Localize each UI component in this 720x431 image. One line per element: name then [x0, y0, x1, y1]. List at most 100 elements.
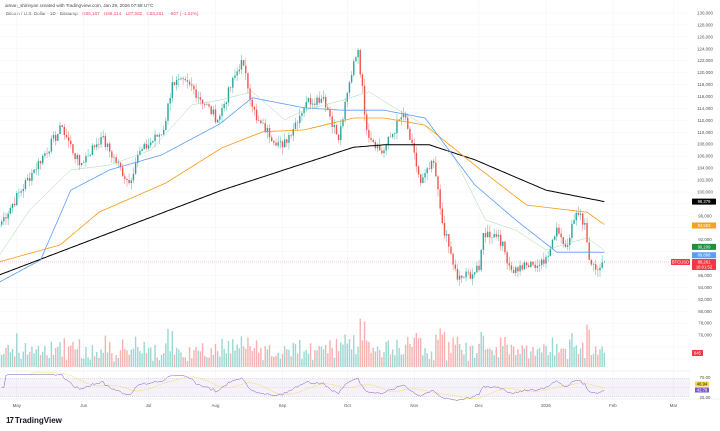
volume-bar [368, 341, 370, 367]
volume-bar [158, 360, 161, 367]
volume-bar [93, 356, 96, 367]
price-axis-label: 106,000 [697, 154, 713, 159]
volume-bar [20, 358, 22, 367]
volume-bar [186, 360, 189, 367]
candle-body [275, 142, 277, 146]
candle-body [162, 129, 165, 135]
volume-bar [560, 348, 562, 367]
volume-bar [44, 345, 46, 367]
rsi-tag: 42.78 [697, 387, 708, 392]
candle-body [152, 141, 154, 143]
volume-bar [532, 346, 534, 367]
volume-bar [547, 355, 549, 367]
volume-bar [199, 351, 202, 367]
rsi-ma-tag: 46.94 [697, 381, 708, 386]
volume-bar [346, 343, 348, 367]
candle-body [100, 137, 102, 145]
volume-bar [389, 354, 392, 367]
candle-body [495, 234, 498, 237]
ma-orange-value-tag: 94,553 [698, 223, 711, 228]
volume-bar [523, 348, 526, 367]
candle-body [111, 151, 113, 158]
price-axis-label: 126,000 [697, 34, 713, 39]
candle-body [210, 106, 212, 115]
candle-body [538, 264, 541, 266]
volume-bar [437, 339, 439, 367]
candle-body [366, 114, 368, 130]
candle-body [195, 89, 197, 98]
volume-bar [480, 331, 482, 367]
candle-body [528, 265, 530, 267]
volume-bar [145, 353, 148, 367]
ma-black-value-tag: 98,379 [698, 199, 711, 204]
volume-bar [439, 328, 441, 367]
candle-body [264, 123, 266, 133]
volume-bar [474, 358, 476, 367]
volume-bar [303, 351, 305, 367]
volume-bar [366, 340, 368, 367]
volume-bar [13, 356, 16, 367]
volume-bar [78, 339, 81, 367]
candle-body [180, 78, 182, 80]
candle-body [143, 143, 145, 150]
candle-body [115, 157, 117, 163]
volume-bar [428, 359, 431, 367]
candle-body [145, 143, 148, 149]
volume-bar [0, 355, 3, 367]
volume-bar [201, 343, 204, 367]
candle-body [169, 98, 171, 104]
candle-body [348, 82, 351, 93]
candle-body [560, 233, 562, 238]
candle-body [147, 145, 150, 149]
candle-body [359, 49, 361, 75]
volume-bar [312, 359, 314, 367]
volume-bar [499, 337, 502, 367]
volume-bar [441, 334, 444, 367]
candle-body [137, 154, 139, 163]
volume-bar [545, 345, 547, 367]
volume-bar [335, 338, 338, 367]
candle-body [197, 97, 199, 98]
candle-body [288, 134, 290, 143]
volume-bar [132, 348, 135, 367]
price-axis-label: 116,000 [697, 94, 713, 99]
volume-bar [85, 346, 87, 367]
candle-body [204, 103, 206, 105]
candle-body [404, 113, 407, 118]
candle-body [357, 49, 359, 58]
volume-bar [264, 345, 266, 367]
volume-bar [108, 342, 111, 367]
candle-body [340, 126, 342, 141]
symbol-title[interactable]: Bitcoin / U.S. Dollar · 1D · Bitstamp [6, 11, 78, 16]
volume-bar [152, 360, 154, 367]
price-axis-label: 86,000 [698, 273, 712, 278]
volume-bar [48, 358, 50, 367]
volume-bar [471, 345, 474, 367]
candle-body [549, 249, 552, 257]
volume-bar [39, 355, 42, 367]
candle-body [290, 134, 292, 136]
candle-body [245, 65, 247, 74]
candle-body [389, 136, 392, 138]
candle-body [381, 150, 383, 154]
candle-body [411, 139, 413, 144]
volume-bar [130, 349, 132, 367]
volume-bar [502, 346, 504, 367]
volume-bar [104, 335, 107, 367]
volume-bar [247, 337, 249, 367]
candle-body [327, 107, 329, 110]
candle-body [121, 167, 124, 177]
volume-bar [169, 351, 171, 367]
candle-body [402, 113, 405, 118]
candle-body [39, 161, 42, 164]
volume-bar [16, 333, 18, 367]
volume-tag-bg [692, 350, 703, 356]
candle-body [93, 145, 96, 148]
volume-bar [37, 345, 40, 367]
candle-body [385, 144, 387, 151]
volume-bar [102, 352, 104, 367]
tradingview-logo-text: TradingView [14, 416, 62, 425]
volume-bar [150, 347, 152, 367]
candle-body [78, 155, 81, 166]
